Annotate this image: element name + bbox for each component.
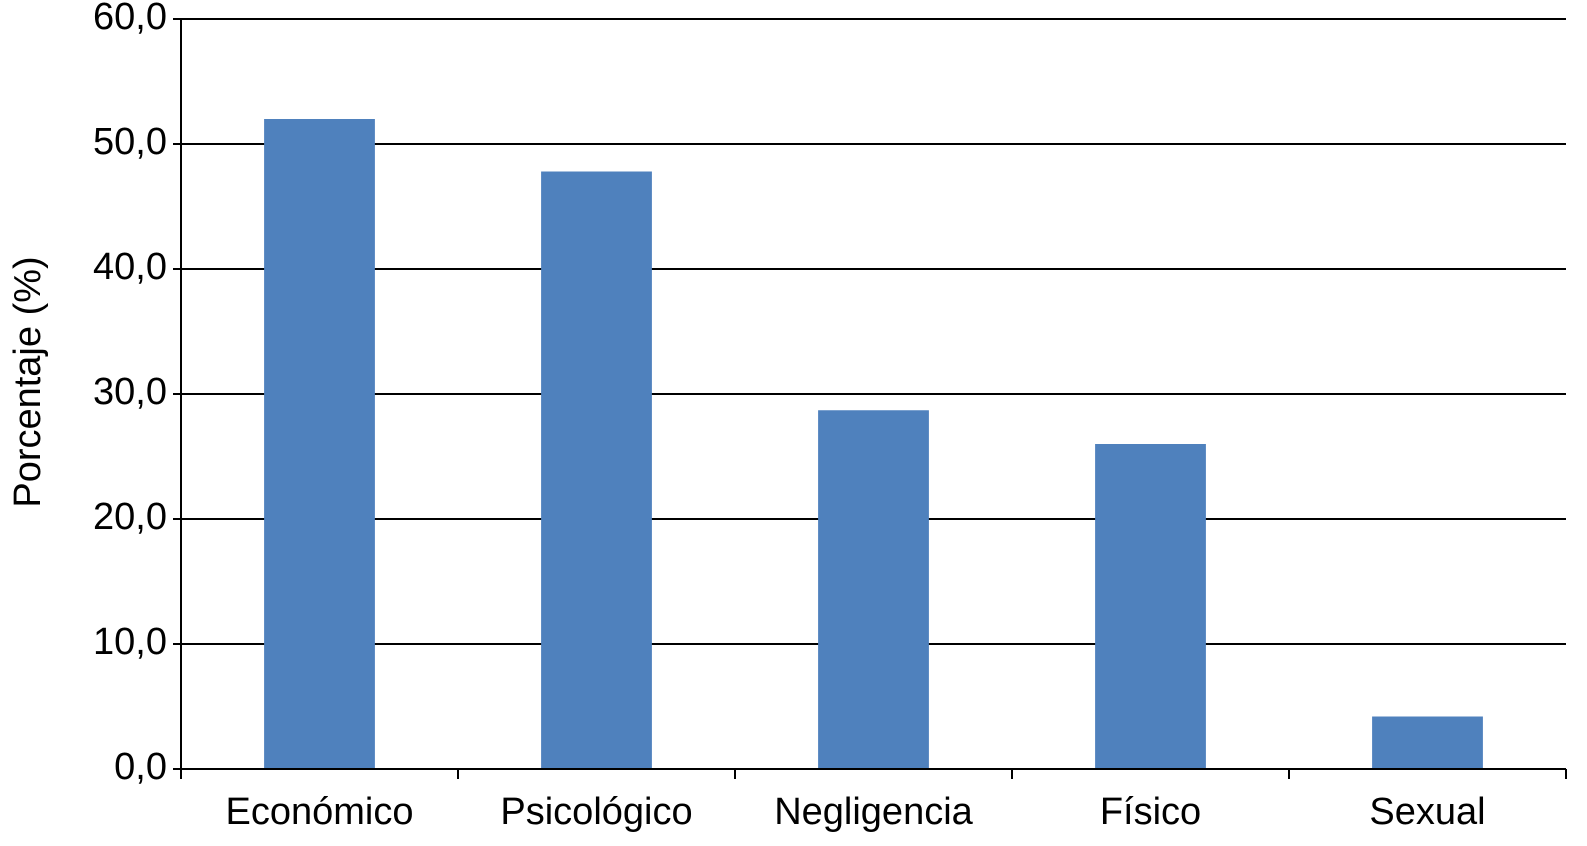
bar xyxy=(818,410,929,769)
y-tick-label: 10,0 xyxy=(93,621,167,663)
y-axis-label: Porcentaje (%) xyxy=(7,256,49,507)
x-tick-label: Económico xyxy=(226,791,414,833)
bar xyxy=(264,119,375,769)
y-tick-label: 20,0 xyxy=(93,496,167,538)
bar xyxy=(1372,716,1483,769)
y-tick-label: 0,0 xyxy=(114,746,167,788)
x-tick-label: Sexual xyxy=(1369,791,1485,833)
bar xyxy=(541,171,652,769)
y-tick-label: 40,0 xyxy=(93,246,167,288)
x-tick-label: Físico xyxy=(1100,791,1201,833)
y-tick-label: 50,0 xyxy=(93,121,167,163)
y-tick-label: 30,0 xyxy=(93,371,167,413)
bar xyxy=(1095,444,1206,769)
y-tick-label: 60,0 xyxy=(93,0,167,38)
x-tick-label: Psicológico xyxy=(500,791,692,833)
x-tick-label: Negligencia xyxy=(774,791,973,833)
